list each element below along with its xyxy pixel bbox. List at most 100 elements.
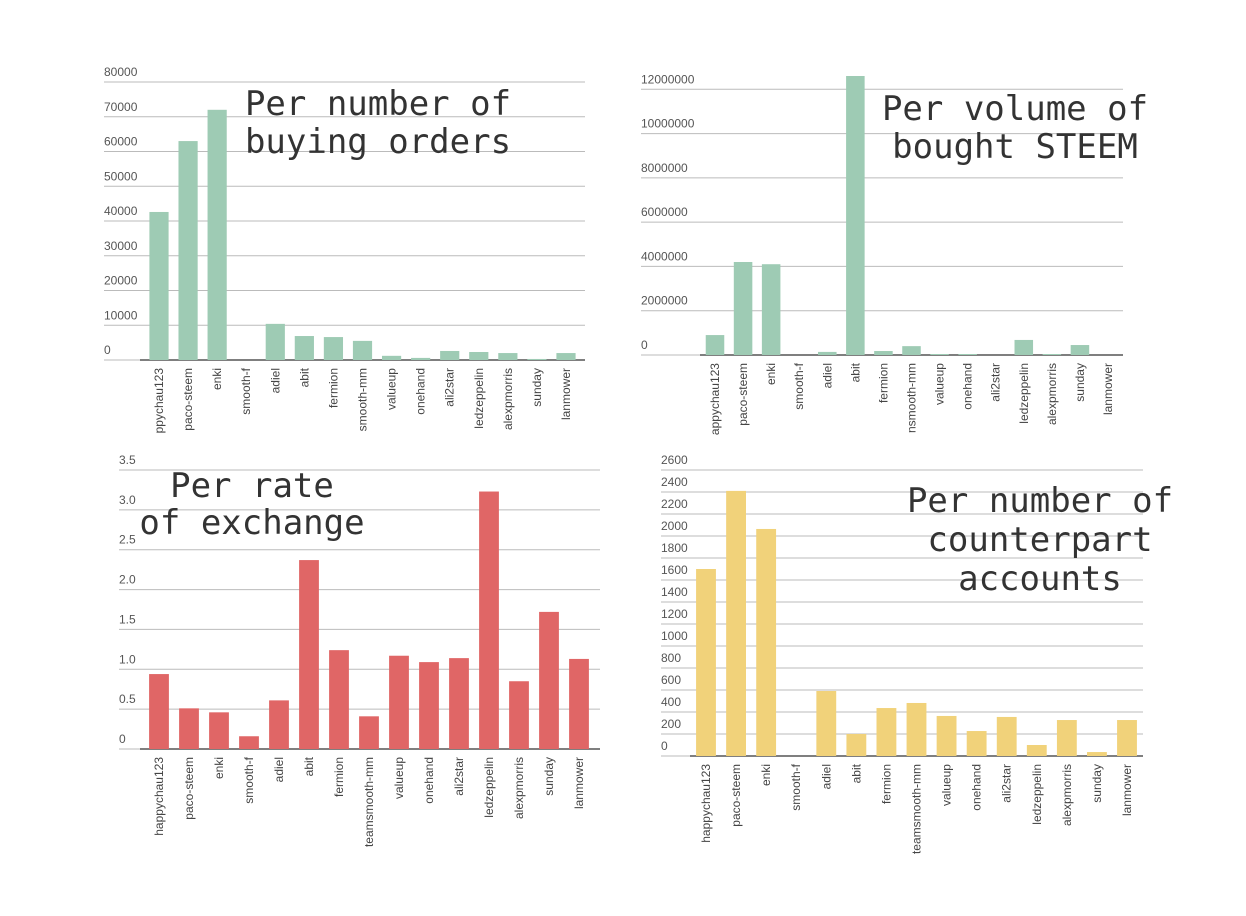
x-tick-label: ali2star — [989, 363, 1003, 402]
y-tick-label: 2.5 — [119, 533, 136, 547]
x-tick-label: alexpmorris — [1045, 363, 1059, 425]
bar — [705, 335, 725, 355]
y-tick-label: 2600 — [661, 453, 688, 467]
y-tick-label: 70000 — [104, 100, 138, 114]
x-tick-label: smooth-f — [792, 362, 806, 409]
bar — [323, 337, 344, 360]
bar — [352, 340, 373, 360]
bar — [411, 357, 431, 360]
y-tick-label: 0 — [641, 338, 648, 352]
chart-title: of exchange — [139, 503, 364, 543]
bar — [294, 336, 314, 360]
bar — [269, 700, 289, 749]
y-tick-label: 1200 — [661, 607, 688, 621]
bar — [556, 353, 576, 360]
y-tick-label: 400 — [661, 695, 681, 709]
x-tick-label: ali2star — [1000, 764, 1014, 803]
x-tick-label: smooth-f — [789, 763, 803, 810]
bar — [874, 351, 893, 355]
x-tick-label: ledzeppelin — [1030, 764, 1044, 825]
y-tick-label: 1000 — [661, 629, 688, 643]
y-tick-label: 0 — [119, 732, 126, 746]
bar — [299, 560, 319, 749]
x-tick-label: enki — [764, 363, 778, 385]
x-tick-label: abit — [849, 763, 863, 783]
bar — [1056, 720, 1077, 756]
bar — [846, 76, 865, 355]
x-tick-label: ledzeppelin — [482, 757, 496, 818]
y-tick-label: 1.5 — [119, 612, 136, 626]
x-tick-label: abit — [297, 367, 311, 387]
chart-title: Per volume of — [882, 89, 1148, 129]
bar — [527, 358, 547, 360]
bar — [329, 650, 349, 749]
chart-title: Per number of — [245, 84, 511, 124]
x-tick-label: happychau123 — [699, 764, 713, 843]
x-tick-label: lanmower — [1120, 764, 1134, 816]
x-tick-label: appychau123 — [708, 363, 722, 435]
bar — [381, 355, 402, 360]
x-tick-label: onehand — [961, 363, 975, 410]
x-tick-label: onehand — [414, 368, 428, 415]
bar — [958, 354, 977, 355]
chart-title: counterpart — [927, 520, 1152, 560]
bar — [440, 350, 460, 360]
y-tick-label: 60000 — [104, 135, 138, 149]
y-tick-label: 20000 — [104, 274, 138, 288]
x-tick-label: sunday — [542, 757, 556, 796]
bar — [756, 528, 777, 756]
bar — [209, 712, 229, 749]
bar — [733, 262, 753, 355]
bar — [876, 708, 897, 756]
y-tick-label: 200 — [661, 717, 681, 731]
bar — [479, 491, 499, 749]
x-tick-label: teamsmooth-mm — [910, 764, 924, 854]
bar — [930, 354, 949, 355]
bar — [389, 655, 409, 749]
x-tick-label: lanmower — [1101, 363, 1115, 415]
x-tick-label: enki — [210, 368, 224, 390]
bar — [509, 681, 529, 749]
y-tick-label: 600 — [661, 673, 681, 687]
x-tick-label: valueup — [392, 757, 406, 799]
bar — [469, 352, 489, 360]
chart-title: Per number of — [907, 481, 1173, 521]
y-tick-label: 12000000 — [641, 72, 695, 86]
x-tick-label: adiel — [819, 764, 833, 789]
x-tick-label: smooth-mm — [356, 368, 370, 431]
y-tick-label: 10000 — [104, 308, 138, 322]
bar — [1026, 745, 1047, 756]
x-tick-label: happychau123 — [152, 757, 166, 836]
x-tick-label: smooth-f — [239, 367, 253, 414]
bar — [1070, 345, 1090, 355]
x-tick-label: valueup — [385, 368, 399, 410]
y-tick-label: 3.0 — [119, 493, 136, 507]
x-tick-label: fermion — [332, 757, 346, 797]
x-tick-label: ppychau123 — [152, 368, 166, 434]
bar — [726, 490, 746, 756]
x-tick-label: teamsmooth-mm — [362, 757, 376, 847]
x-tick-label: fermion — [876, 363, 890, 403]
y-tick-label: 1.0 — [119, 652, 136, 666]
y-tick-label: 2200 — [661, 497, 688, 511]
x-tick-label: alexpmorris — [512, 757, 526, 819]
x-tick-label: abit — [302, 756, 316, 776]
chart-title: Per rate — [170, 466, 334, 506]
bar — [239, 736, 259, 749]
x-tick-label: lanmower — [559, 368, 573, 420]
chart-title: bought STEEM — [892, 127, 1138, 167]
bar — [818, 351, 837, 355]
x-tick-label: ledzeppelin — [472, 368, 486, 429]
x-tick-label: adiel — [820, 363, 834, 388]
x-tick-label: paco-steem — [736, 363, 750, 426]
bar — [419, 662, 439, 749]
y-tick-label: 0 — [661, 739, 668, 753]
x-tick-label: smooth-f — [242, 756, 256, 803]
bar — [966, 731, 987, 756]
x-tick-label: nsmooth-mm — [905, 363, 919, 433]
x-tick-label: enki — [759, 764, 773, 786]
bar — [498, 353, 518, 360]
x-tick-label: sunday — [1090, 764, 1104, 803]
x-tick-label: ali2star — [443, 368, 457, 407]
